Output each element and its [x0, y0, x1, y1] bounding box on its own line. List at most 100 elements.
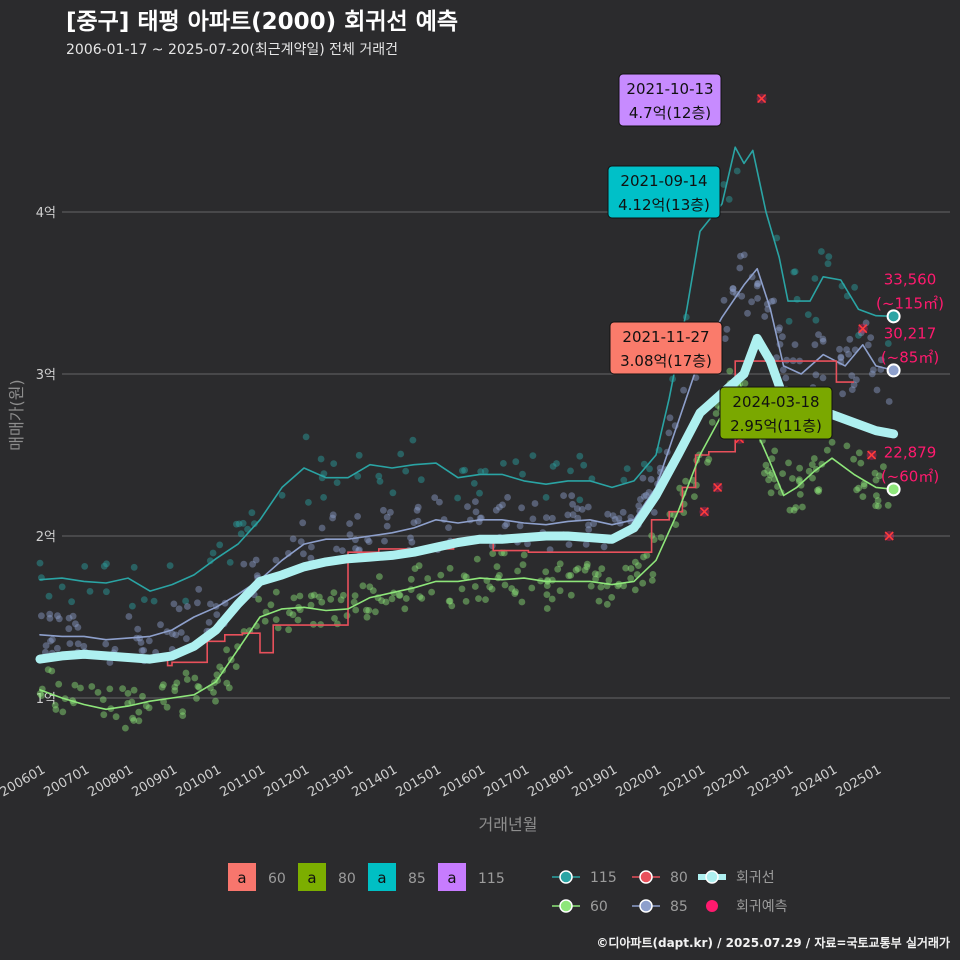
scatter-point-85: [776, 324, 783, 332]
scatter-point-60: [632, 558, 639, 566]
scatter-point-60: [363, 613, 371, 621]
scatter-point-115: [103, 560, 110, 568]
scatter-point-85: [885, 398, 893, 405]
legend-series-marker: [639, 899, 653, 913]
scatter-point-85: [783, 356, 790, 364]
scatter-point-60: [873, 492, 880, 499]
scatter-point-85: [140, 647, 148, 654]
scatter-point-60: [643, 552, 651, 559]
scatter-point-60: [51, 701, 59, 709]
scatter-point-115: [233, 520, 240, 528]
annotation-price: 4.12억(13층): [618, 196, 710, 214]
scatter-point-60: [350, 598, 358, 606]
scatter-point-60: [460, 572, 468, 580]
scatter-point-85: [308, 543, 315, 551]
legend-series-label: 115: [590, 870, 617, 886]
scatter-point-85: [529, 515, 537, 523]
scatter-point-60: [511, 590, 519, 597]
scatter-point-60: [130, 686, 138, 694]
scatter-point-85: [846, 335, 854, 343]
scatter-point-85: [873, 386, 881, 394]
scatter-point-115: [100, 562, 108, 570]
scatter-point-115: [68, 598, 75, 606]
scatter-point-60: [786, 506, 794, 514]
annotation-date: 2024-03-18: [732, 393, 819, 411]
scatter-point-115: [389, 489, 397, 497]
scatter-point-85: [299, 519, 307, 527]
scatter-point-85: [611, 516, 619, 523]
scatter-point-85: [501, 522, 509, 530]
scatter-point-115: [278, 491, 286, 499]
scatter-point-115: [461, 466, 468, 474]
legend-area-label: 115: [478, 871, 505, 887]
scatter-point-115: [646, 465, 653, 473]
x-axis-label: 거래년월: [479, 815, 538, 834]
scatter-point-60: [372, 608, 379, 616]
scatter-point-115: [239, 519, 247, 527]
chart-subtitle: 2006-01-17 ~ 2025-07-20(최근계약일) 전체 거래건: [66, 42, 398, 58]
scatter-point-85: [249, 560, 256, 568]
scatter-point-60: [195, 683, 203, 691]
scatter-point-60: [608, 594, 616, 601]
scatter-point-60: [223, 646, 231, 654]
scatter-point-115: [248, 509, 256, 517]
scatter-point-60: [318, 598, 326, 606]
scatter-point-85: [496, 503, 503, 511]
scatter-point-60: [179, 712, 187, 719]
scatter-point-115: [235, 520, 243, 528]
scatter-point-115: [567, 467, 574, 475]
scatter-point-60: [327, 595, 335, 603]
scatter-point-85: [812, 371, 820, 379]
scatter-point-60: [528, 584, 536, 592]
scatter-point-115: [512, 458, 520, 466]
scatter-point-115: [529, 452, 537, 459]
legend-area-label: 60: [268, 871, 286, 887]
annotation-date: 2021-10-13: [626, 80, 713, 98]
scatter-point-60: [286, 609, 293, 617]
scatter-point-60: [712, 410, 720, 417]
scatter-point-60: [587, 582, 595, 590]
scatter-point-85: [333, 545, 340, 553]
y-tick-label: 2억: [36, 530, 56, 545]
x-tick-label: 202301: [746, 762, 796, 800]
x-tick-label: 202401: [790, 762, 840, 800]
scatter-point-85: [819, 335, 827, 343]
scatter-point-85: [791, 341, 799, 348]
scatter-point-60: [797, 481, 805, 489]
scatter-point-60: [352, 606, 360, 614]
scatter-point-85: [737, 252, 744, 260]
scatter-point-115: [811, 275, 819, 282]
scatter-point-60: [128, 698, 136, 706]
scatter-point-60: [119, 685, 126, 692]
prediction-cross: [858, 324, 868, 334]
scatter-point-60: [402, 595, 410, 602]
scatter-point-115: [58, 583, 66, 591]
scatter-point-85: [779, 333, 786, 341]
scatter-point-60: [407, 575, 415, 583]
scatter-point-85: [573, 505, 581, 512]
legend-series-marker: [559, 899, 573, 913]
scatter-point-85: [352, 545, 359, 552]
scatter-point-60: [627, 575, 635, 582]
x-tick-label: 200701: [42, 762, 92, 800]
scatter-point-115: [402, 467, 410, 475]
scatter-point-85: [665, 429, 673, 437]
scatter-point-85: [213, 611, 221, 618]
scatter-point-60: [99, 696, 107, 703]
scatter-point-85: [170, 600, 178, 608]
scatter-point-60: [823, 446, 831, 454]
scatter-point-60: [704, 459, 711, 466]
scatter-point-85: [134, 625, 142, 633]
scatter-point-85: [339, 547, 346, 554]
scatter-point-85: [564, 511, 572, 519]
scatter-point-60: [860, 482, 868, 490]
legend-area-swatch: [438, 863, 466, 891]
scatter-point-60: [855, 449, 863, 457]
scatter-point-60: [501, 581, 509, 589]
scatter-point-60: [183, 676, 191, 683]
x-tick-label: 201501: [394, 762, 444, 800]
scatter-point-85: [318, 524, 326, 532]
prediction-cross: [884, 531, 894, 541]
scatter-point-60: [639, 579, 647, 587]
scatter-point-115: [824, 260, 832, 268]
